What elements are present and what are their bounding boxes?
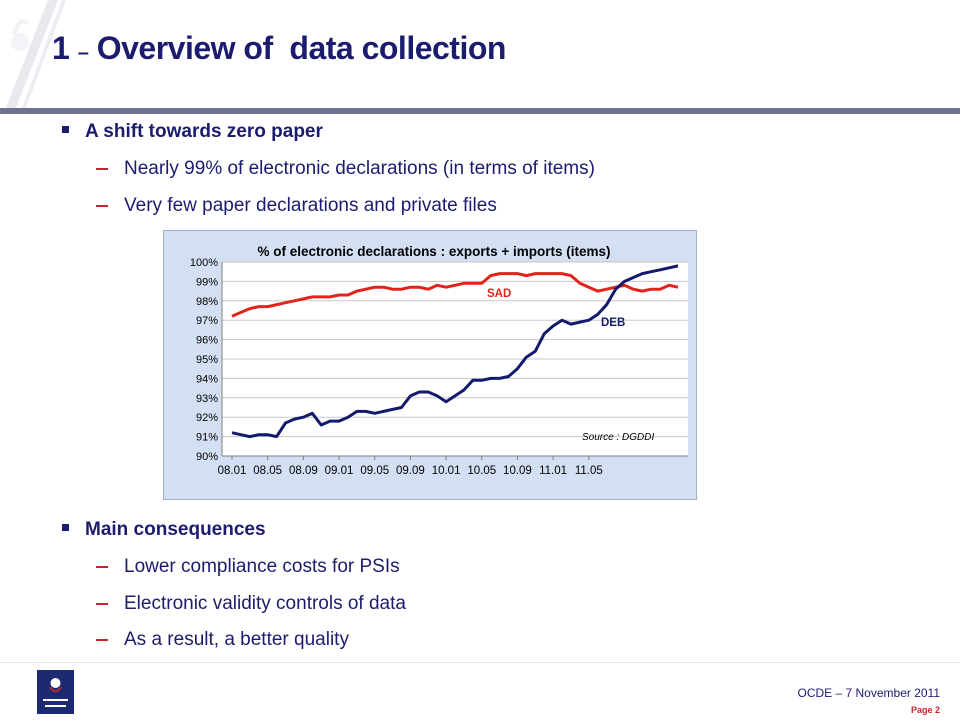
series-lines	[231, 264, 679, 439]
x-tick-label: 11.05	[575, 465, 603, 477]
slide-title: 1 – Overview of data collection	[52, 30, 506, 67]
x-tick-label: 08.05	[253, 465, 282, 477]
x-tick-label: 09.05	[360, 465, 389, 477]
square-bullet-icon	[62, 524, 69, 532]
sub-bullet-item: Lower compliance costs for PSIs	[96, 556, 400, 578]
sub-bullet-item: Electronic validity controls of data	[96, 593, 406, 615]
x-tick-label: 09.09	[396, 465, 425, 477]
sub-bullet-text: Lower compliance costs for PSIs	[124, 556, 400, 577]
series-line-sad	[231, 272, 679, 318]
x-tick-label: 08.09	[289, 465, 318, 477]
y-tick-label: 92%	[196, 412, 218, 424]
y-tick-label: 97%	[196, 315, 218, 327]
y-tick-label: 94%	[196, 373, 218, 385]
x-axis-ticks: 08.01 08.05 08.09 09.01 09.05 09.09 10.01 10.05…	[218, 456, 603, 477]
title-divider	[0, 108, 960, 114]
y-tick-label: 99%	[196, 276, 218, 288]
y-tick-label: 93%	[196, 393, 218, 405]
y-tick-label: 100%	[190, 257, 218, 269]
y-tick-label: 98%	[196, 296, 218, 308]
sub-bullet-item: As a result, a better quality	[96, 629, 349, 651]
chart-title: % of electronic declarations : exports +…	[258, 244, 611, 259]
page-number: Page 2	[910, 705, 940, 715]
sub-bullet-text: As a result, a better quality	[124, 629, 349, 650]
x-tick-label: 10.05	[467, 465, 496, 477]
x-tick-label: 10.09	[503, 465, 532, 477]
customs-logo-icon	[37, 670, 74, 714]
x-tick-label: 09.01	[325, 465, 354, 477]
x-tick-label: 08.01	[218, 465, 247, 477]
dash-bullet-icon	[96, 168, 108, 170]
line-chart: % of electronic declarations : exports +…	[190, 244, 688, 477]
chart-panel: % of electronic declarations : exports +…	[163, 230, 697, 500]
footer-divider	[0, 662, 960, 663]
logo-swoosh-decoration	[6, 0, 66, 108]
y-tick-label: 90%	[196, 451, 218, 463]
dash-bullet-icon	[96, 603, 108, 605]
x-tick-label: 11.01	[539, 465, 567, 477]
y-axis-ticks: 90% 91% 92% 93% 94% 95% 96% 97% 98% 99% 100%	[190, 257, 218, 463]
series-line-deb	[231, 264, 679, 439]
y-tick-label: 95%	[196, 354, 218, 366]
bullet-text: Main consequences	[85, 519, 266, 540]
footer-text: OCDE – 7 November 2011	[797, 686, 940, 700]
dash-bullet-icon	[96, 639, 108, 641]
bullet-text: A shift towards zero paper	[85, 121, 323, 142]
bullet-item: Main consequences	[62, 519, 266, 541]
y-tick-label: 91%	[196, 432, 218, 444]
source-note: Source : DGDDI	[582, 432, 654, 443]
series-label-deb: DEB	[601, 317, 625, 329]
series-labels: SAD DEB	[487, 288, 625, 329]
title-number: 1	[52, 30, 70, 66]
sub-bullet-text: Nearly 99% of electronic declarations (i…	[124, 158, 595, 179]
sub-bullet-text: Electronic validity controls of data	[124, 593, 406, 614]
square-bullet-icon	[62, 126, 69, 134]
series-label-sad: SAD	[487, 288, 511, 300]
dash-bullet-icon	[96, 566, 108, 568]
sub-bullet-text: Very few paper declarations and private …	[124, 195, 497, 216]
y-tick-label: 96%	[196, 335, 218, 347]
title-text: Overview of data collection	[96, 30, 507, 66]
sub-bullet-item: Very few paper declarations and private …	[96, 195, 497, 217]
title-dash: –	[77, 42, 89, 64]
sub-bullet-item: Nearly 99% of electronic declarations (i…	[96, 158, 595, 180]
bullet-item: A shift towards zero paper	[62, 121, 323, 143]
dash-bullet-icon	[96, 205, 108, 207]
x-tick-label: 10.01	[432, 465, 461, 477]
